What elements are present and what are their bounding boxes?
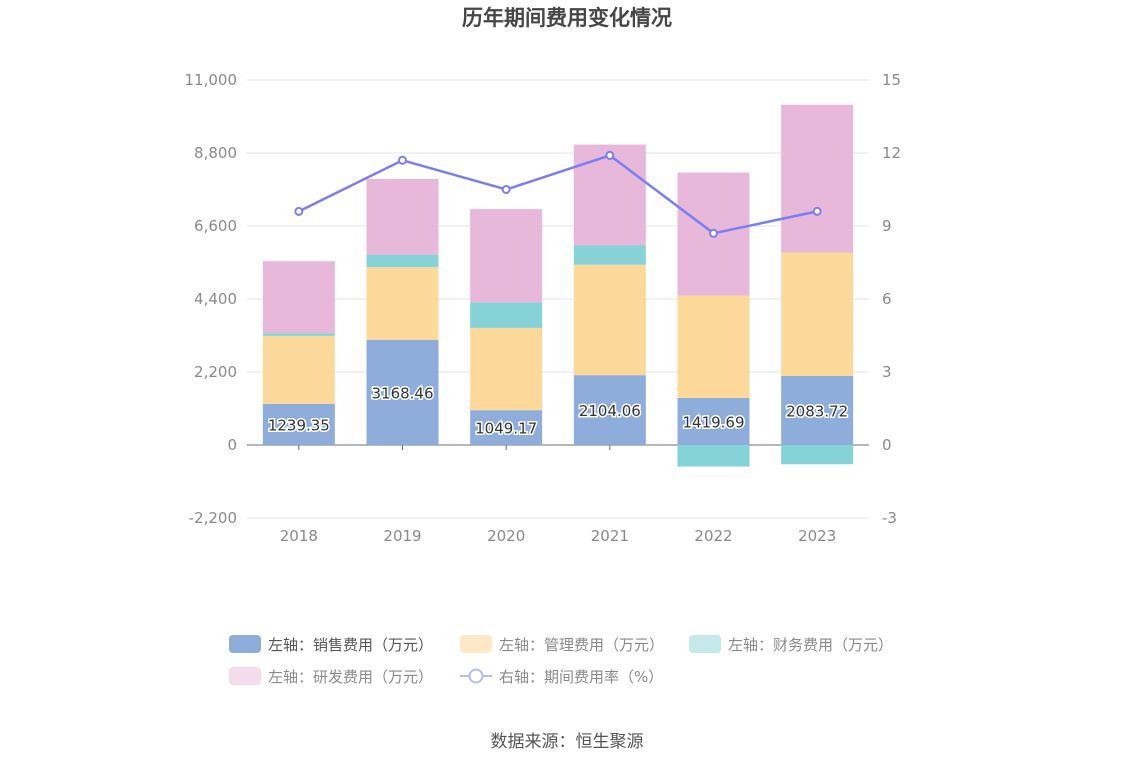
left-tick-label: 8,800 (194, 144, 237, 162)
right-tick-label: 0 (882, 436, 892, 454)
x-tick-label: 2018 (280, 527, 318, 545)
left-tick-label: -2,200 (189, 509, 237, 527)
bar-segment (262, 403, 335, 445)
data-label: 2104.06 (579, 402, 641, 420)
left-tick-label: 2,200 (194, 363, 237, 381)
data-label: 1239.35 (268, 416, 330, 434)
bar-segment (262, 333, 335, 336)
bar-segment (781, 445, 854, 465)
axes: 11,000 15 8,800 12 6,600 9 4,400 6 2,200 3 0 0 -2,20… (185, 71, 902, 545)
bar-segment (573, 245, 646, 265)
legend-swatch (460, 635, 492, 653)
legend-swatch (229, 667, 261, 685)
bar-segment (677, 445, 750, 467)
bar-segment (366, 339, 439, 445)
legend-line-marker (468, 668, 484, 684)
x-tick-label: 2023 (798, 527, 836, 545)
bar-segment (366, 178, 439, 255)
bar-segment (677, 397, 750, 445)
bar-segment (470, 327, 543, 411)
bars (262, 104, 854, 467)
bar-segment (573, 264, 646, 376)
legend-label: 右轴：期间费用率（%） (499, 668, 663, 686)
bar-segment (677, 295, 750, 398)
data-labels: 1239.35 3168.46 1049.17 2104.06 1419.69 2083.… (266, 383, 849, 439)
rate-line-path (298, 154, 818, 235)
right-tick-label: 15 (882, 71, 901, 89)
left-tick-label: 6,600 (194, 217, 237, 235)
legend-label: 左轴：管理费用（万元） (499, 636, 664, 654)
rate-point (398, 155, 407, 165)
bar-segment (470, 209, 543, 303)
legend-label: 左轴：财务费用（万元） (728, 636, 893, 654)
right-tick-label: 6 (882, 290, 892, 308)
left-tick-label: 4,400 (194, 290, 237, 308)
x-tick-label: 2019 (383, 527, 421, 545)
data-label: 1049.17 (475, 420, 537, 438)
bar-segment (781, 375, 854, 445)
x-tick-label: 2020 (487, 527, 525, 545)
data-label: 1419.69 (682, 413, 744, 431)
bar-segment (262, 335, 335, 404)
bar-segment (366, 267, 439, 340)
bar-segment (781, 252, 854, 376)
legend-label: 左轴：研发费用（万元） (268, 668, 433, 686)
right-tick-label: -3 (882, 509, 897, 527)
right-tick-label: 9 (882, 217, 892, 235)
bar-segment (470, 410, 543, 445)
legend-label: 左轴：销售费用（万元） (268, 636, 433, 654)
legend-swatch (229, 635, 261, 653)
right-tick-label: 12 (882, 144, 901, 162)
bar-segment (366, 254, 439, 268)
rate-line (294, 150, 822, 238)
grid-lines (247, 79, 869, 519)
rate-point (501, 185, 511, 194)
bar-segment (781, 104, 854, 253)
rate-point (605, 150, 615, 160)
left-tick-label: 11,000 (185, 71, 238, 89)
x-tick-label: 2021 (591, 527, 629, 545)
x-tick-label: 2022 (694, 527, 732, 545)
bar-segment (573, 375, 646, 445)
right-tick-label: 3 (882, 363, 892, 381)
rate-point (709, 228, 718, 238)
data-label: 3168.46 (371, 384, 433, 402)
left-tick-label: 0 (227, 436, 237, 454)
rate-point (294, 206, 304, 216)
chart-title: 历年期间费用变化情况 (462, 6, 672, 30)
bar-segment (573, 144, 646, 246)
legend: 左轴：销售费用（万元） 左轴：管理费用（万元） 左轴：财务费用（万元） 左轴：研发费用… (229, 635, 893, 686)
source-note: 数据来源：恒生聚源 (491, 732, 644, 752)
legend-swatch (689, 635, 721, 653)
bar-segment (262, 261, 335, 334)
data-label: 2083.72 (786, 402, 848, 420)
bar-segment (470, 302, 543, 328)
rate-point (812, 206, 822, 216)
